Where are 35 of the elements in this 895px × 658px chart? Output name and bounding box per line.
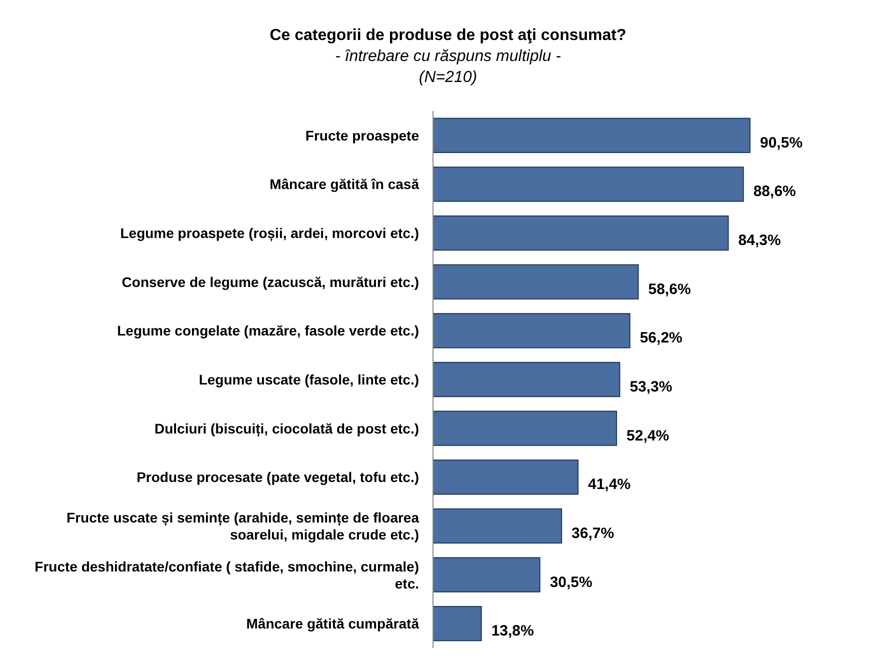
y-tick-label: Fructe uscate și semințe (arahide, semințe de floarea soarelui, migdale crude etc.) — [66, 509, 420, 542]
bar — [432, 264, 639, 300]
data-label: 52,4% — [626, 427, 670, 444]
y-tick-label: Legume congelate (mazăre, fasole verde etc.) — [117, 322, 419, 339]
data-label: 90,5% — [760, 134, 803, 152]
y-tick-label: Mâncare gătită în casă — [270, 176, 420, 192]
y-tick-label: Mâncare gătită cumpărată — [246, 616, 420, 632]
data-label: 58,6% — [648, 280, 691, 298]
data-label: 30,5% — [550, 574, 592, 591]
bar — [432, 508, 562, 544]
bar — [432, 410, 618, 446]
y-tick-label: Fructe proaspete — [305, 127, 420, 144]
bar — [432, 313, 630, 348]
bar — [432, 215, 729, 251]
chart-title: Ce categorii de produse de post aţi consumat? — [270, 27, 626, 44]
chart-subtitle: - întrebare cu răspuns multiplu - (N=210) — [335, 48, 561, 86]
data-label: 56,2% — [640, 330, 682, 347]
y-tick-label: Produse procesate (pate vegetal, tofu etc.) — [136, 469, 419, 486]
y-tick-label: Legume proaspete (roșii, ardei, morcovi etc.) — [120, 225, 419, 242]
data-label: 13,8% — [491, 622, 534, 640]
y-tick-label: Legume uscate (fasole, linte etc.) — [198, 372, 419, 388]
bar — [432, 166, 744, 202]
data-label: 41,4% — [588, 476, 631, 494]
bar — [432, 118, 750, 153]
data-label: 53,3% — [630, 378, 672, 396]
bar — [432, 460, 579, 495]
y-tick-label: Conserve de legume (zacuscă, murături etc.) — [122, 274, 419, 290]
bar — [432, 606, 482, 642]
data-label: 36,7% — [572, 524, 614, 542]
bar — [432, 362, 620, 398]
y-tick-label: Dulciuri (biscuiți, ciocolată de post etc.) — [154, 420, 419, 438]
y-tick-label: Fructe deshidratate/confiate ( stafide, smochine, curmale) etc. — [34, 558, 419, 592]
data-label: 88,6% — [753, 183, 796, 200]
bar — [432, 557, 540, 592]
data-label: 84,3% — [738, 232, 781, 250]
